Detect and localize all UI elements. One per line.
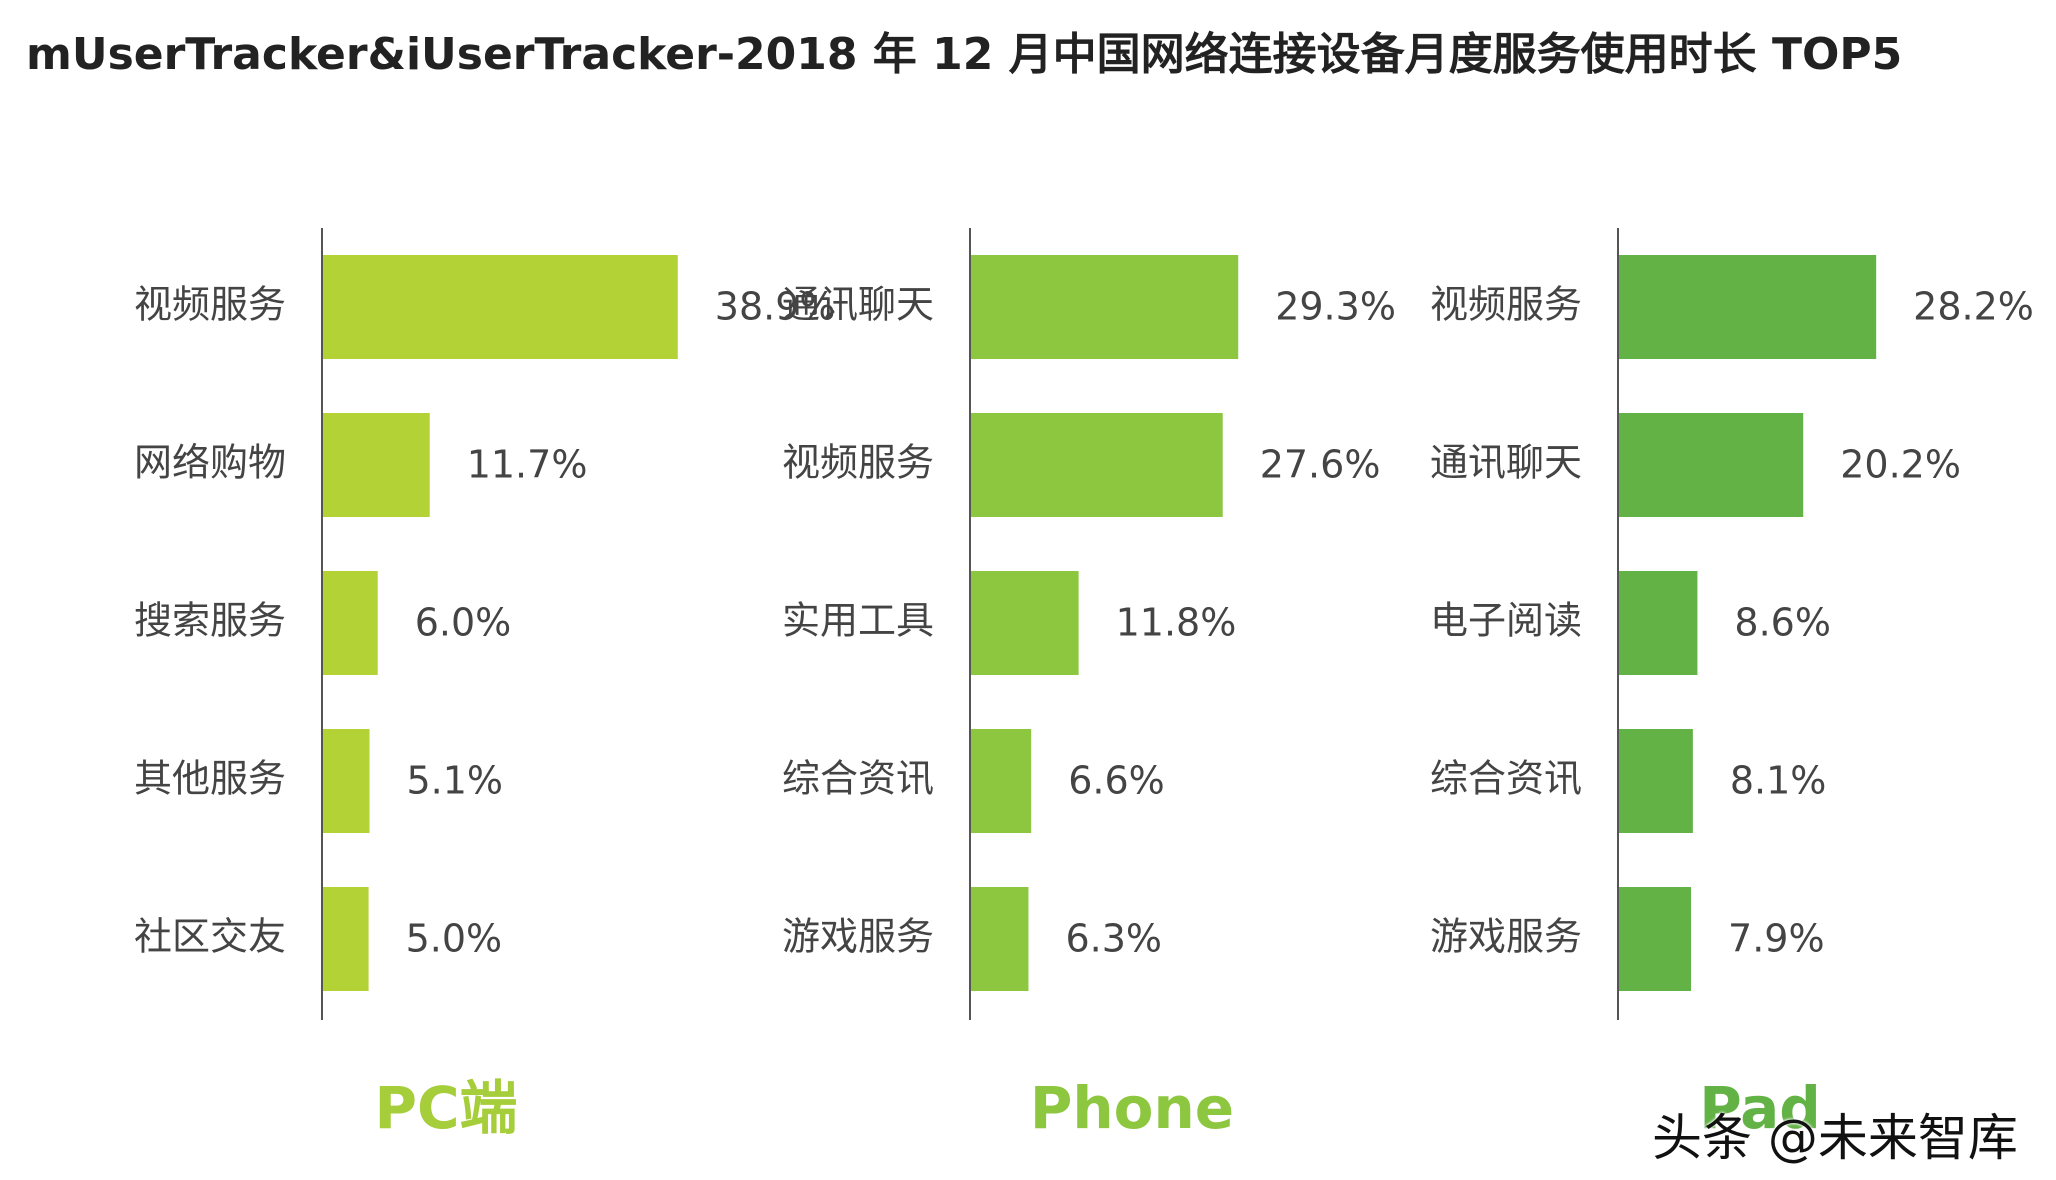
chart-2-value-label-1: 20.2% bbox=[1840, 443, 1961, 487]
chart-2-bar-1 bbox=[1619, 413, 1804, 517]
chart-1-bar-0 bbox=[971, 255, 1239, 359]
chart-0-value-label-1: 11.7% bbox=[467, 443, 588, 487]
chart-1-category-label-0: 通讯聊天 bbox=[782, 283, 934, 327]
chart-0-value-label-0: 38.9% bbox=[715, 285, 836, 329]
chart-1-category-label-3: 综合资讯 bbox=[782, 757, 934, 801]
chart-1-value-label-4: 6.3% bbox=[1065, 917, 1162, 961]
chart-0-bar-1 bbox=[323, 413, 430, 517]
chart-1-value-label-3: 6.6% bbox=[1068, 759, 1165, 803]
chart-1-bar-3 bbox=[971, 729, 1032, 833]
chart-2-category-label-2: 电子阅读 bbox=[1430, 599, 1582, 643]
chart-2-category-label-4: 游戏服务 bbox=[1430, 915, 1582, 959]
chart-2-value-label-3: 8.1% bbox=[1730, 759, 1827, 803]
chart-0-bar-3 bbox=[323, 729, 370, 833]
chart-0-category-label-4: 社区交友 bbox=[134, 915, 286, 959]
chart-1-value-label-1: 27.6% bbox=[1260, 443, 1381, 487]
chart-2-bar-3 bbox=[1619, 729, 1693, 833]
chart-0-bar-0 bbox=[323, 255, 678, 359]
chart-2-value-label-0: 28.2% bbox=[1913, 285, 2034, 329]
chart-0-bar-2 bbox=[323, 571, 378, 675]
chart-1-category-label-1: 视频服务 bbox=[782, 441, 934, 485]
chart-2-value-label-4: 7.9% bbox=[1728, 917, 1825, 961]
chart-0-bar-4 bbox=[323, 887, 369, 991]
chart-0-category-label-0: 视频服务 bbox=[134, 283, 286, 327]
chart-2-bar-4 bbox=[1619, 887, 1692, 991]
chart-1-category-label-4: 游戏服务 bbox=[782, 915, 934, 959]
chart-2-device-label: Pad bbox=[1699, 1074, 1821, 1142]
chart-1-bar-1 bbox=[971, 413, 1223, 517]
chart-2-category-label-3: 综合资讯 bbox=[1430, 757, 1582, 801]
chart-1-category-label-2: 实用工具 bbox=[782, 599, 934, 643]
chart-0-value-label-3: 5.1% bbox=[407, 759, 504, 803]
chart-1-value-label-2: 11.8% bbox=[1116, 601, 1237, 645]
chart-2-category-label-1: 通讯聊天 bbox=[1430, 441, 1582, 485]
chart-1-device-label: Phone bbox=[1030, 1074, 1234, 1142]
chart-2-category-label-0: 视频服务 bbox=[1430, 283, 1582, 327]
chart-0-category-label-2: 搜索服务 bbox=[134, 599, 286, 643]
chart-0-device-label: PC端 bbox=[374, 1074, 517, 1142]
watermark: 头条 @未来智库 bbox=[1652, 1109, 2018, 1167]
chart-1-bar-2 bbox=[971, 571, 1079, 675]
chart-title: mUserTracker&iUserTracker-2018 年 12 月中国网… bbox=[26, 29, 1903, 80]
chart-0-value-label-2: 6.0% bbox=[415, 601, 512, 645]
chart-0-category-label-3: 其他服务 bbox=[134, 757, 286, 801]
chart-2-value-label-2: 8.6% bbox=[1734, 601, 1831, 645]
chart-2-bar-0 bbox=[1619, 255, 1877, 359]
chart-1-value-label-0: 29.3% bbox=[1275, 285, 1396, 329]
chart-1-bar-4 bbox=[971, 887, 1029, 991]
chart-2-bar-2 bbox=[1619, 571, 1698, 675]
chart-0-value-label-4: 5.0% bbox=[406, 917, 503, 961]
chart-0-category-label-1: 网络购物 bbox=[134, 441, 286, 485]
